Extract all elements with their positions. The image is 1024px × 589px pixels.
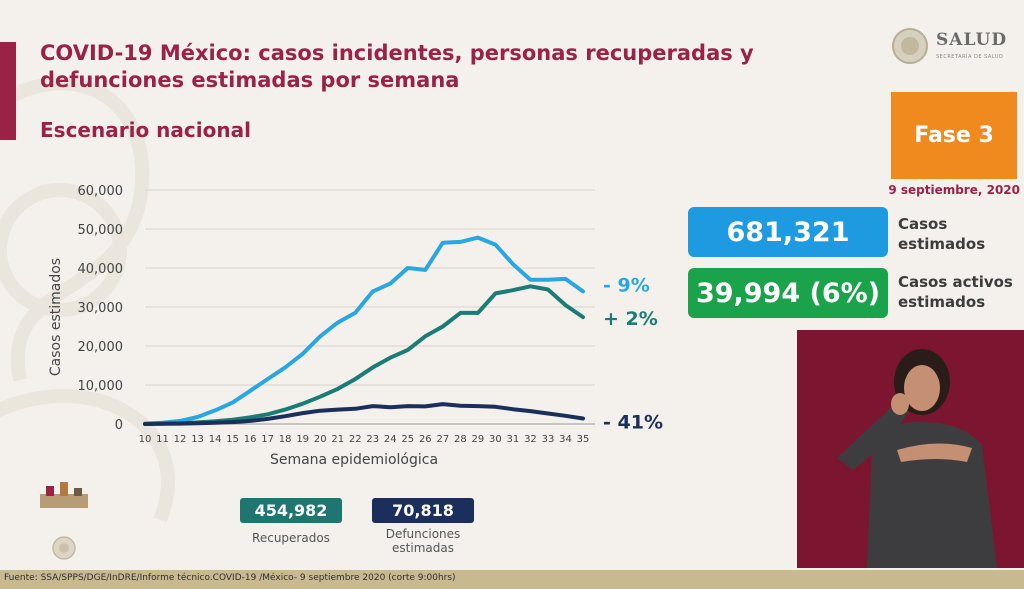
x-tick-label: 33 xyxy=(542,434,555,445)
y-tick-label: 20,000 xyxy=(78,340,124,355)
active-cases-box: 39,994 (6%) xyxy=(688,268,888,318)
x-tick-label: 20 xyxy=(314,434,327,445)
recovered-box: 454,982 xyxy=(240,498,342,523)
x-tick-label: 17 xyxy=(261,434,274,445)
x-tick-label: 19 xyxy=(296,434,309,445)
interpreter-figure xyxy=(837,349,997,568)
salud-logo xyxy=(892,28,928,64)
phase-badge: Fase 3 xyxy=(891,92,1017,179)
x-tick-label: 31 xyxy=(507,434,520,445)
series-end-label-2: + 2% xyxy=(603,308,658,330)
source-footer: Fuente: SSA/SPPS/DGE/InDRE/Informe técni… xyxy=(4,573,456,583)
y-tick-label: 60,000 xyxy=(78,184,124,199)
x-tick-label: 24 xyxy=(384,434,397,445)
x-tick-label: 32 xyxy=(524,434,537,445)
page-subtitle: Escenario nacional xyxy=(40,118,251,142)
x-tick-label: 18 xyxy=(279,434,292,445)
x-tick-label: 30 xyxy=(489,434,502,445)
cases-line-chart: 0 10,000 20,000 30,000 40,000 50,000 60,000 10 1… xyxy=(48,184,663,468)
y-tick-label: 10,000 xyxy=(78,379,124,394)
y-axis-label: Casos estimados xyxy=(48,258,64,376)
logo-text: SALUD xyxy=(936,30,1008,50)
footer-bar xyxy=(0,570,1024,589)
series-line-1 xyxy=(143,235,585,426)
x-tick-label: 10 xyxy=(139,434,152,445)
x-tick-label: 27 xyxy=(436,434,449,445)
recovered-label: Recuperados xyxy=(252,531,330,545)
x-tick-label: 15 xyxy=(226,434,239,445)
x-tick-label: 26 xyxy=(419,434,432,445)
seal-icon xyxy=(52,536,76,560)
deaths-box: 70,818 xyxy=(372,498,474,523)
x-axis-label: Semana epidemiológica xyxy=(270,452,438,468)
x-tick-label: 13 xyxy=(191,434,204,445)
interpreter-video xyxy=(797,330,1024,568)
x-tick-label: 21 xyxy=(331,434,344,445)
x-tick-label: 11 xyxy=(156,434,169,445)
x-tick-label: 23 xyxy=(366,434,379,445)
page-title: COVID-19 México: casos incidentes, perso… xyxy=(40,41,754,92)
background-ornament xyxy=(0,76,175,523)
x-tick-label: 12 xyxy=(174,434,187,445)
report-date: 9 septiembre, 2020 xyxy=(888,183,1020,197)
series-end-label-3: - 41% xyxy=(603,412,663,434)
x-tick-label: 14 xyxy=(209,434,222,445)
series-line-3 xyxy=(143,402,585,426)
x-tick-label: 28 xyxy=(454,434,467,445)
x-tick-label: 25 xyxy=(401,434,414,445)
x-tick-label: 35 xyxy=(577,434,590,445)
active-cases-label: Casos activos estimados xyxy=(898,273,1013,311)
x-tick-label: 22 xyxy=(349,434,362,445)
y-tick-label: 0 xyxy=(115,418,123,433)
x-tick-label: 29 xyxy=(472,434,485,445)
y-tick-label: 30,000 xyxy=(78,301,124,316)
estimated-cases-box: 681,321 xyxy=(688,207,888,257)
deaths-label: Defunciones estimadas xyxy=(385,527,461,555)
x-tick-label: 34 xyxy=(559,434,572,445)
y-tick-label: 40,000 xyxy=(78,262,124,277)
accent-bar xyxy=(0,42,16,140)
y-tick-label: 50,000 xyxy=(78,223,124,238)
heritage-emblem xyxy=(40,482,88,508)
logo-subtext: SECRETARÍA DE SALUD xyxy=(936,54,1004,60)
x-tick-label: 16 xyxy=(244,434,257,445)
series-end-label-1: - 9% xyxy=(603,274,650,296)
estimated-cases-label: Casos estimados xyxy=(898,215,986,253)
